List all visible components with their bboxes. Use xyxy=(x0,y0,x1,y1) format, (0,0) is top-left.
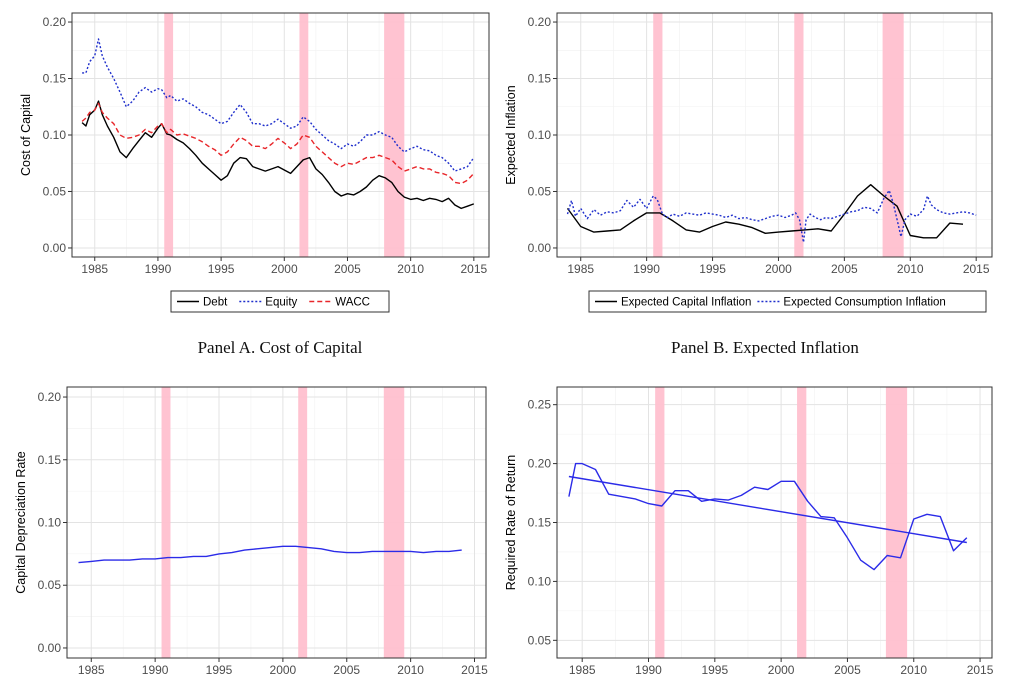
panel-1: 1985 1990 1995 2000 2005 2010 2015 0.00 0.05 0.10… xyxy=(19,12,490,313)
legend-label: Expected Capital Inflation xyxy=(621,297,751,309)
series-line-1 xyxy=(568,462,968,571)
y-tick-label: 0.05 xyxy=(528,184,552,198)
x-tick-label: 1990 xyxy=(635,663,662,677)
x-tick-label: 1995 xyxy=(208,262,235,276)
y-tick-label: 0.10 xyxy=(38,516,62,530)
shaded-period xyxy=(653,13,663,257)
y-tick-label: 0.15 xyxy=(43,72,67,86)
y-axis-label: Capital Depreciation Rate xyxy=(14,451,28,593)
y-tick-label: 0.20 xyxy=(38,390,62,404)
x-tick-label: 1990 xyxy=(142,663,169,677)
y-tick-label: 0.00 xyxy=(528,241,552,255)
shaded-period xyxy=(299,13,309,257)
x-tick-label: 2015 xyxy=(460,262,487,276)
x-tick-label: 2010 xyxy=(900,663,927,677)
legend-box xyxy=(588,290,987,313)
shaded-period xyxy=(383,387,405,658)
x-tick-label: 1985 xyxy=(81,262,108,276)
x-tick-label: 1985 xyxy=(78,663,105,677)
y-axis-label: Expected Inflation xyxy=(504,85,518,184)
x-tick-label: 1995 xyxy=(701,663,728,677)
x-tick-label: 2000 xyxy=(271,262,298,276)
shaded-period xyxy=(384,13,405,257)
x-tick-label: 1995 xyxy=(699,262,726,276)
shaded-period xyxy=(298,387,308,658)
y-tick-label: 0.20 xyxy=(528,15,552,29)
x-tick-label: 2010 xyxy=(397,663,424,677)
y-tick-label: 0.15 xyxy=(528,516,552,530)
y-tick-label: 0.05 xyxy=(43,184,67,198)
y-axis-label: Cost of Capital xyxy=(19,94,33,176)
x-tick-label: 2015 xyxy=(963,262,990,276)
x-tick-label: 1985 xyxy=(567,262,594,276)
series-line-debt xyxy=(81,100,475,210)
legend-label: WACC xyxy=(335,297,370,309)
legend-label: Equity xyxy=(265,297,297,309)
panel-a-caption: Panel A. Cost of Capital xyxy=(197,338,363,357)
x-tick-label: 2010 xyxy=(397,262,424,276)
y-tick-label: 0.10 xyxy=(528,574,552,588)
y-axis-label: Required Rate of Return xyxy=(504,455,518,591)
x-tick-label: 2005 xyxy=(333,663,360,677)
x-tick-label: 2015 xyxy=(967,663,994,677)
legend-box xyxy=(170,290,390,313)
series-line-expected-consumption-inflation xyxy=(566,189,977,244)
panel-3: 1985 1990 1995 2000 2005 2010 2015 0.00 0.05 0.10… xyxy=(14,386,488,677)
shaded-period xyxy=(161,387,171,658)
shaded-period xyxy=(797,387,807,658)
shaded-period xyxy=(794,13,804,257)
panel-b-caption: Panel B. Expected Inflation xyxy=(671,338,859,357)
x-tick-label: 2005 xyxy=(831,262,858,276)
shaded-period xyxy=(882,13,904,257)
shaded-period xyxy=(885,387,908,658)
legend-label: Debt xyxy=(203,297,228,309)
legend: Expected Capital Inflation Expected Consu… xyxy=(588,290,987,313)
series-line-wacc xyxy=(81,102,475,185)
shaded-period xyxy=(655,387,665,658)
x-tick-label: 2005 xyxy=(834,663,861,677)
y-tick-label: 0.10 xyxy=(528,128,552,142)
x-tick-label: 1990 xyxy=(145,262,172,276)
x-tick-label: 1995 xyxy=(206,663,233,677)
x-tick-label: 2000 xyxy=(765,262,792,276)
legend: Debt Equity WACC xyxy=(170,290,390,313)
y-tick-label: 0.25 xyxy=(528,398,552,412)
x-tick-label: 2000 xyxy=(270,663,297,677)
panel-2: 1985 1990 1995 2000 2005 2010 2015 0.00 0.05 0.10… xyxy=(504,12,993,313)
series-line-2 xyxy=(568,475,967,544)
y-tick-label: 0.05 xyxy=(528,633,552,647)
series-line-1 xyxy=(78,545,462,564)
y-tick-label: 0.10 xyxy=(43,128,67,142)
y-tick-label: 0.15 xyxy=(528,72,552,86)
legend-label: Expected Consumption Inflation xyxy=(783,297,945,309)
y-tick-label: 0.20 xyxy=(528,457,552,471)
series-line-equity xyxy=(82,38,475,172)
x-tick-label: 2000 xyxy=(768,663,795,677)
x-tick-label: 1985 xyxy=(569,663,596,677)
y-tick-label: 0.05 xyxy=(38,578,62,592)
y-tick-label: 0.20 xyxy=(43,15,67,29)
y-tick-label: 0.00 xyxy=(38,641,62,655)
x-tick-label: 2005 xyxy=(334,262,361,276)
y-tick-label: 0.00 xyxy=(43,241,67,255)
x-tick-label: 2010 xyxy=(897,262,924,276)
x-tick-label: 2015 xyxy=(461,663,488,677)
panel-4: 1985 1990 1995 2000 2005 2010 2015 0.05 0.10 0.15… xyxy=(504,386,994,677)
y-tick-label: 0.15 xyxy=(38,453,62,467)
x-tick-label: 1990 xyxy=(633,262,660,276)
series-line-expected-capital-inflation xyxy=(566,183,964,239)
